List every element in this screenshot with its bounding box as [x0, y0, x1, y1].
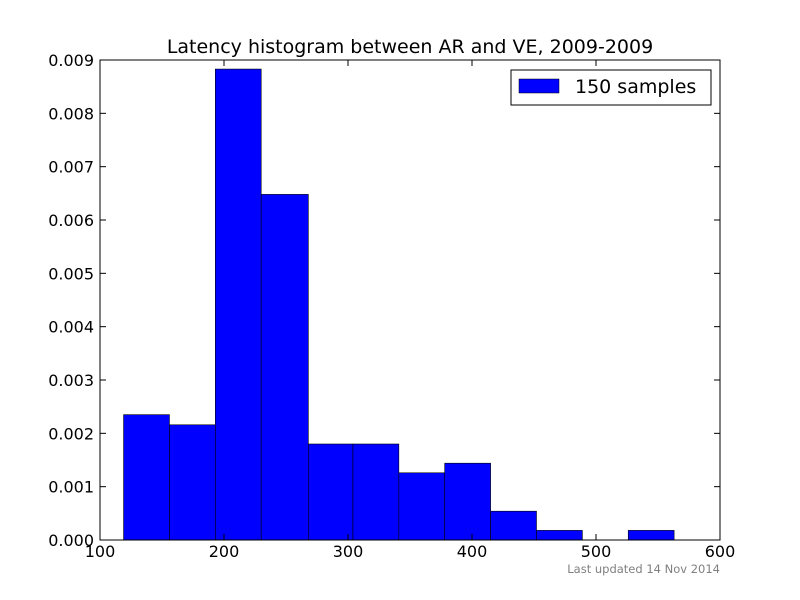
x-tick-label: 300 [333, 542, 364, 561]
y-tick-label: 0.009 [48, 51, 94, 70]
y-tick-label: 0.005 [48, 264, 94, 283]
histogram-bar [123, 414, 170, 541]
y-tick-label: 0.002 [48, 424, 94, 443]
y-tick-label: 0.007 [48, 158, 94, 177]
histogram-bar [169, 424, 216, 541]
y-tick-label: 0.001 [48, 478, 94, 497]
histogram-bar [308, 443, 354, 541]
histogram-bar [352, 443, 400, 541]
y-axis-ticks: 0.000 0.001 0.002 0.003 0.004 0.005 0.006 0.007… [48, 51, 720, 550]
x-tick-label: 600 [705, 542, 736, 561]
x-tick-label: 400 [457, 542, 488, 561]
legend: 150 samples [510, 69, 712, 106]
last-updated-note: Last updated 14 Nov 2014 [567, 562, 720, 576]
x-tick-label: 200 [209, 542, 240, 561]
y-tick-label: 0.006 [48, 211, 94, 230]
x-tick-label: 500 [581, 542, 612, 561]
legend-label: 150 samples [575, 76, 696, 98]
x-axis-ticks: 100 200 300 400 500 600 [85, 60, 736, 561]
chart-title: Latency histogram between AR and VE, 200… [167, 36, 653, 58]
histogram-bar [627, 530, 675, 541]
y-tick-label: 0.003 [48, 371, 94, 390]
histogram-bar [444, 462, 491, 541]
histogram-bar [536, 530, 583, 541]
y-tick-label: 0.000 [48, 531, 94, 550]
y-tick-label: 0.004 [48, 318, 94, 337]
plot-frame [99, 59, 721, 541]
histogram-bar [260, 194, 309, 541]
histogram-bar [490, 510, 537, 541]
histogram-bar [215, 68, 262, 541]
histogram-bar [398, 472, 446, 541]
bars-group [123, 68, 675, 541]
y-tick-label: 0.008 [48, 104, 94, 123]
x-tick-label: 100 [85, 542, 116, 561]
legend-swatch [518, 78, 560, 94]
